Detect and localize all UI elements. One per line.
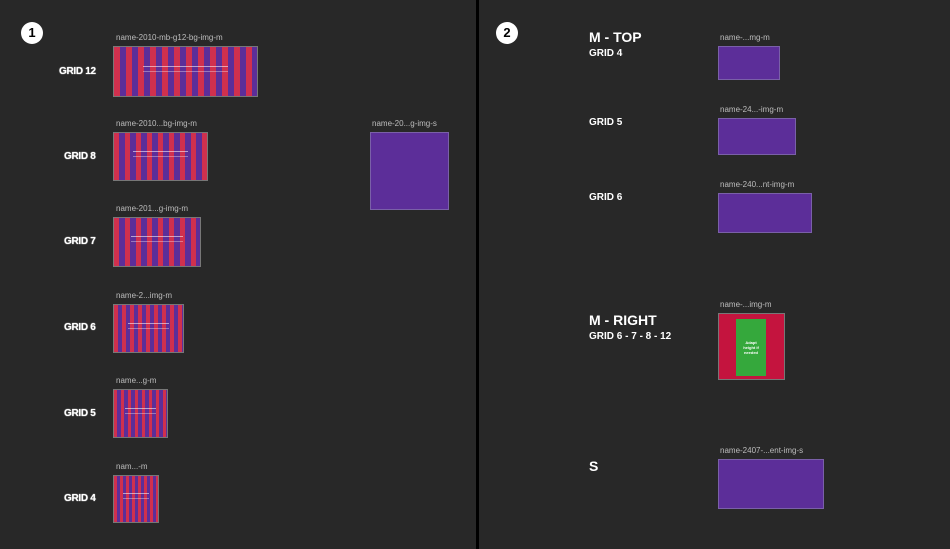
grid-label: GRID 6	[589, 192, 623, 203]
frame[interactable]	[113, 389, 168, 438]
frame-label[interactable]: name-240...nt-img-m	[720, 180, 795, 189]
frame[interactable]: Adapt height if needed	[718, 313, 785, 380]
section-subtitle: GRID 6 - 7 - 8 - 12	[589, 331, 672, 342]
grid-label: GRID 6	[64, 322, 96, 333]
divider	[476, 0, 479, 549]
frame[interactable]	[718, 193, 812, 233]
frame[interactable]	[718, 46, 780, 80]
grid-label: GRID 8	[64, 151, 96, 162]
section-title: M - RIGHT	[589, 312, 657, 328]
grid-label: GRID 5	[64, 408, 96, 419]
frame-label[interactable]: name-2010...bg-img-m	[116, 119, 197, 128]
frame-label[interactable]: name-24...-img-m	[720, 105, 784, 114]
frame-label[interactable]: name...g-m	[116, 376, 157, 385]
frame-label[interactable]: name-20...g-img-s	[372, 119, 437, 128]
adapt-box: Adapt height if needed	[736, 319, 766, 376]
frame-label[interactable]: name-...mg-m	[720, 33, 770, 42]
frame[interactable]	[370, 132, 449, 210]
section-title: S	[589, 458, 599, 474]
badge: 1	[21, 22, 43, 44]
grid-label: GRID 4	[589, 48, 623, 59]
frame-label[interactable]: name-...img-m	[720, 300, 772, 309]
frame[interactable]	[113, 46, 258, 97]
frame[interactable]	[113, 132, 208, 181]
frame[interactable]	[113, 304, 184, 353]
frame[interactable]	[113, 217, 201, 267]
grid-label: GRID 5	[589, 117, 623, 128]
frame-label[interactable]: name-201...g-img-m	[116, 204, 189, 213]
frame-label[interactable]: name-2...img-m	[116, 291, 173, 300]
grid-label: GRID 4	[64, 493, 96, 504]
frame[interactable]	[718, 118, 796, 155]
note: Adapt height if needed	[743, 340, 759, 355]
badge: 2	[496, 22, 518, 44]
frame[interactable]	[113, 475, 159, 523]
frame[interactable]	[718, 459, 824, 509]
grid-label: GRID 12	[59, 66, 96, 77]
grid-label: GRID 7	[64, 236, 96, 247]
section-title: M - TOP	[589, 29, 642, 45]
frame-label[interactable]: nam...-m	[116, 462, 148, 471]
frame-label[interactable]: name-2010-mb-g12-bg-img-m	[116, 33, 223, 42]
frame-label[interactable]: name-2407-...ent-img-s	[720, 446, 804, 455]
